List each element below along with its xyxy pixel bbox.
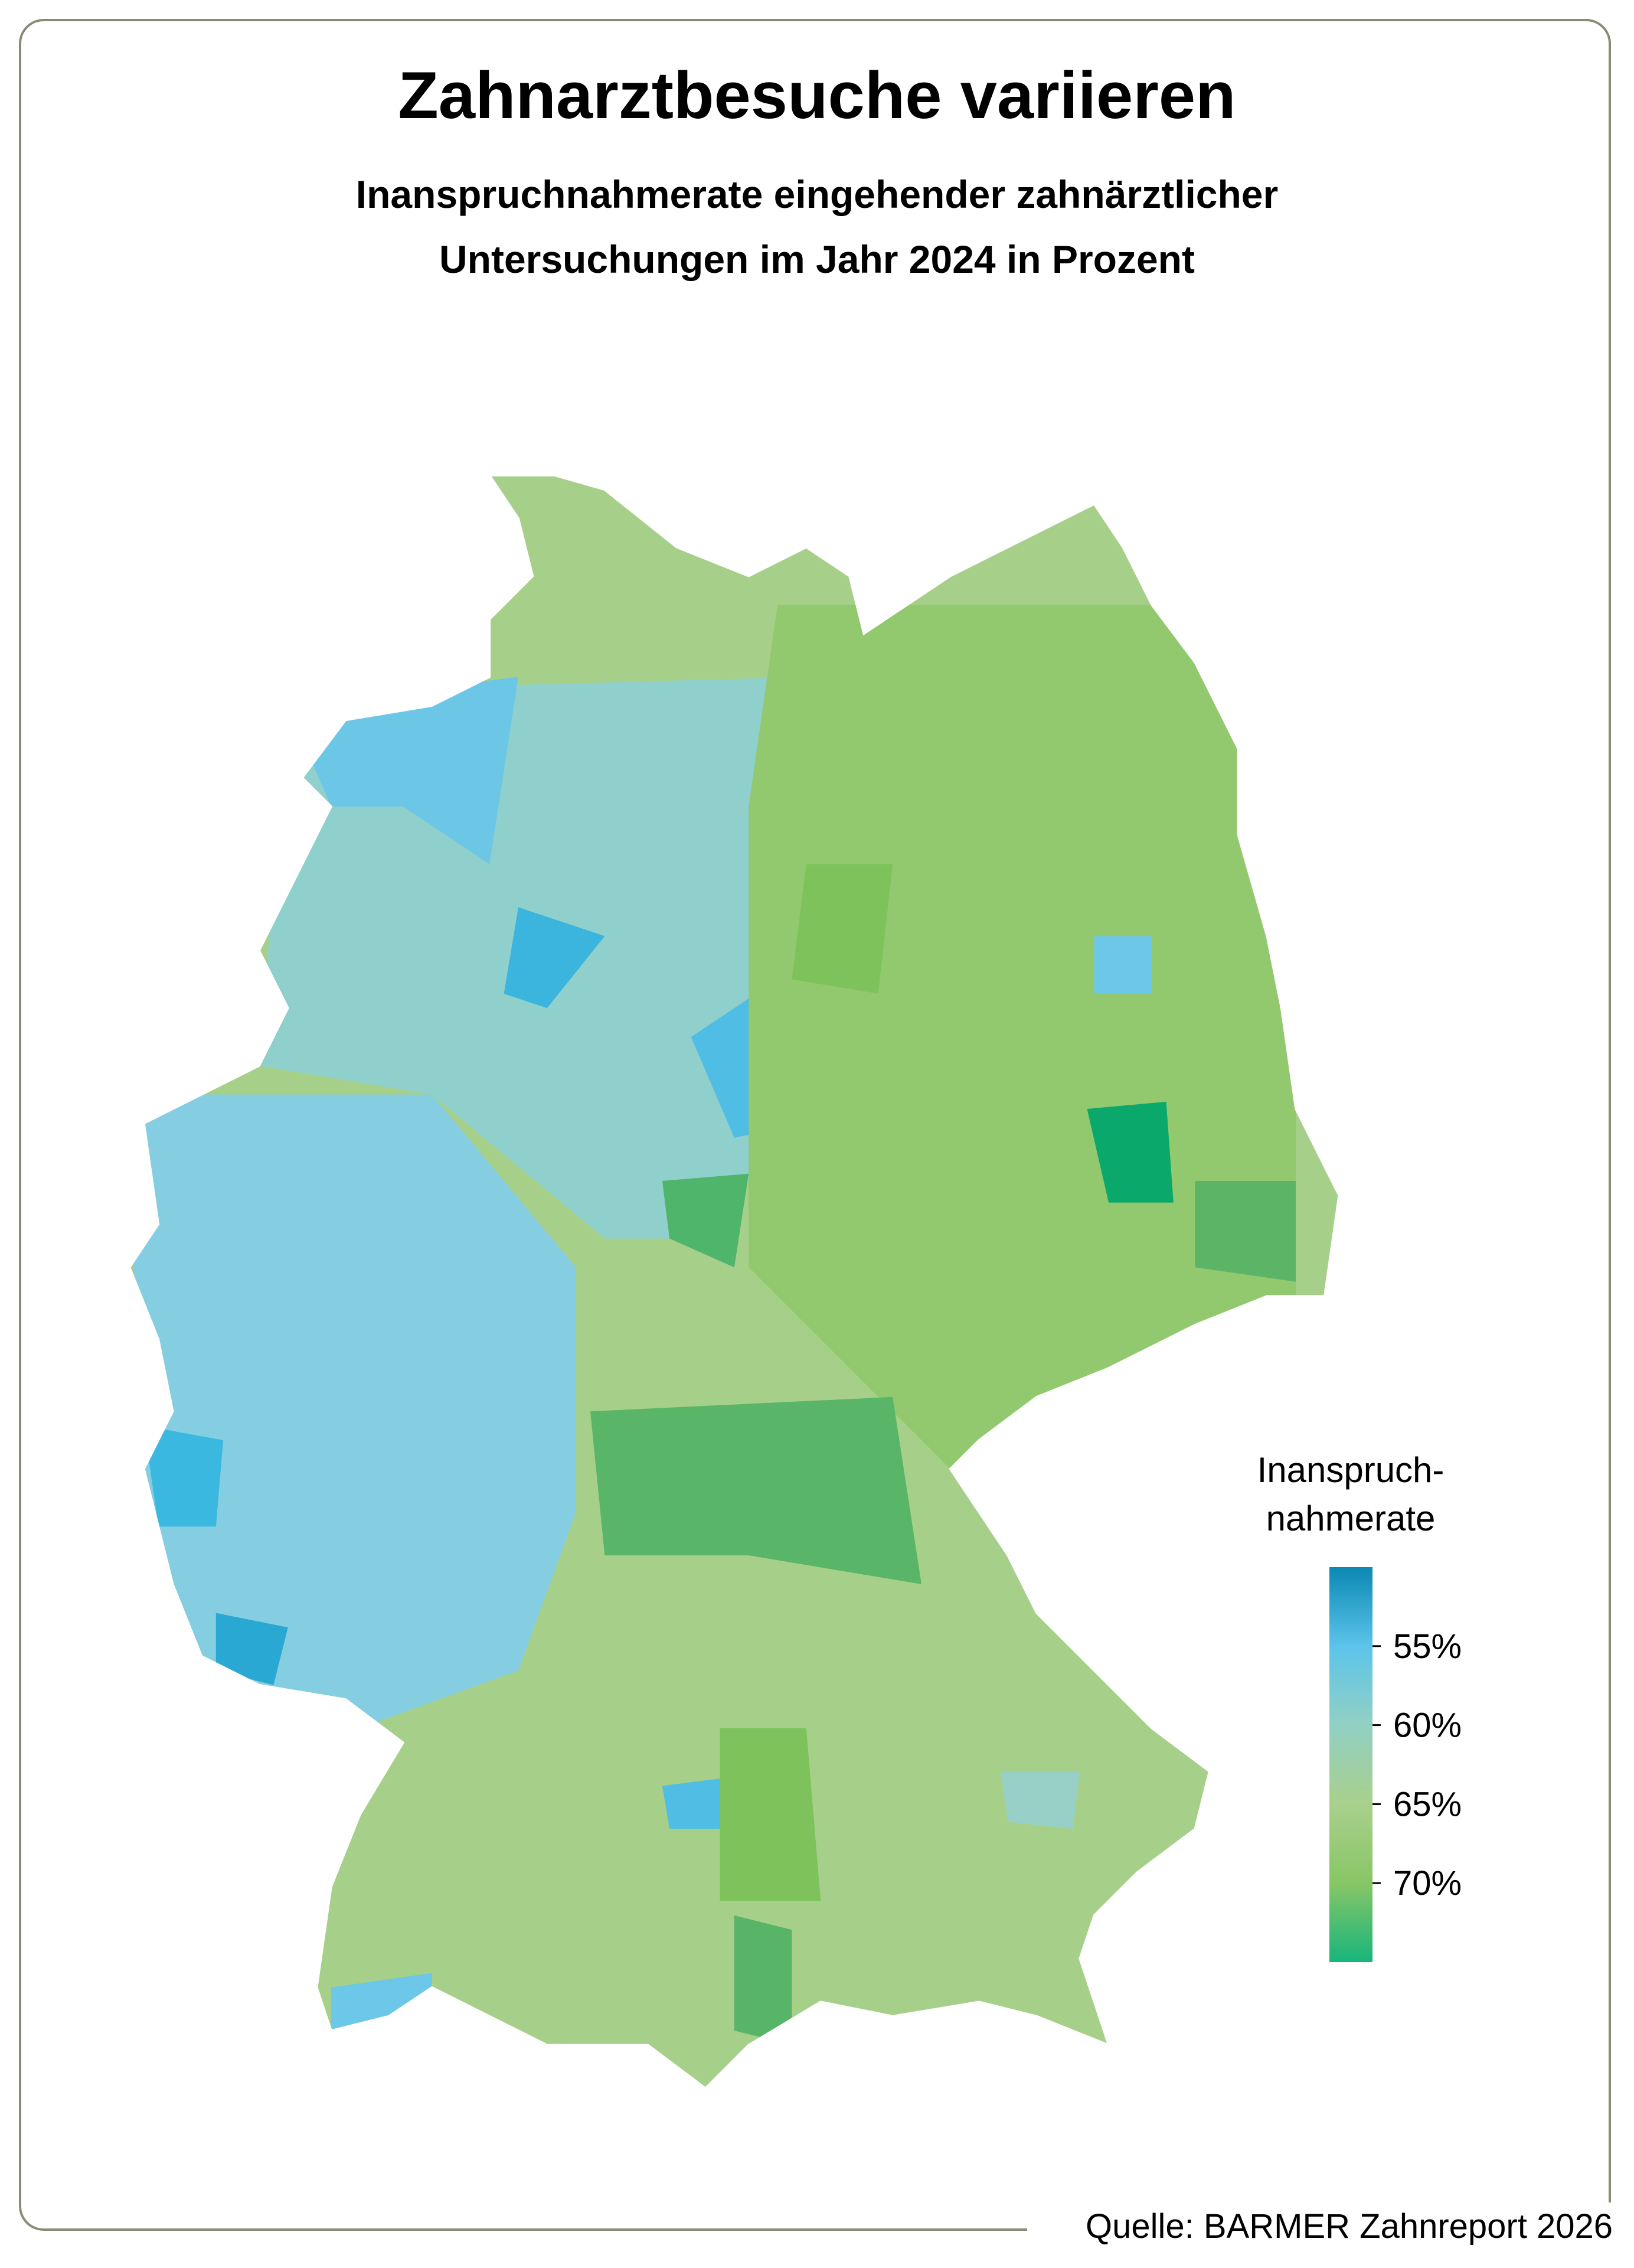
subtitle: Inanspruchnahmerate eingehender zahnärzt… bbox=[356, 172, 1278, 216]
legend-title: nahmerate bbox=[1266, 1499, 1436, 1538]
legend: Inanspruch- nahmerate 55% 60% 65% 70% bbox=[1257, 1450, 1462, 1962]
tick-label: 70% bbox=[1393, 1864, 1462, 1902]
color-bar bbox=[1329, 1567, 1372, 1962]
title: Zahnarztbesuche variieren bbox=[398, 58, 1236, 132]
source: Quelle: BARMER Zahnreport 2026 bbox=[1086, 2207, 1613, 2246]
tick-label: 65% bbox=[1393, 1785, 1462, 1823]
source-bg bbox=[1027, 2202, 1612, 2250]
legend-title: Inanspruch- bbox=[1257, 1450, 1445, 1490]
tick-label: 55% bbox=[1393, 1627, 1462, 1666]
subtitle: Untersuchungen im Jahr 2024 in Prozent bbox=[439, 237, 1195, 281]
tick-label: 60% bbox=[1393, 1706, 1462, 1745]
